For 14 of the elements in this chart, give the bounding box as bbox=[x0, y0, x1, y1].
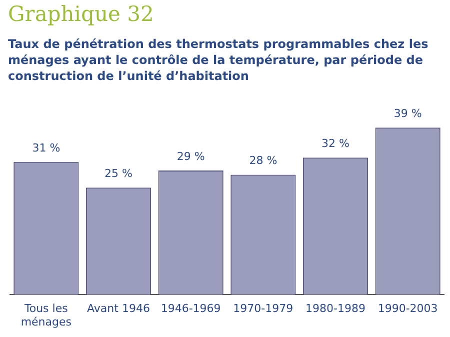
data-label: 29 % bbox=[176, 150, 205, 163]
data-label: 25 % bbox=[104, 166, 132, 180]
x-tick-label: 1980-1989 bbox=[306, 302, 366, 316]
x-tick-label: 1990-2003 bbox=[378, 302, 438, 316]
data-label: 32 % bbox=[322, 137, 350, 150]
data-label: 28 % bbox=[249, 154, 278, 168]
x-tick-label: Tous les ménages bbox=[20, 302, 72, 328]
chart-subtitle: Taux de pénétration des thermostats programmables chez les ménages ayant le contrôle de la température, par période de construction de l’unité d’habitation bbox=[8, 36, 430, 84]
data-label: 31 % bbox=[32, 141, 60, 154]
x-tick-label: Avant 1946 bbox=[87, 302, 150, 316]
x-tick-label: 1970-1979 bbox=[233, 302, 294, 316]
data-label: 39 % bbox=[394, 107, 422, 120]
chart-title: Graphique 32 bbox=[8, 2, 154, 26]
x-tick-label: 1946-1969 bbox=[160, 302, 221, 316]
